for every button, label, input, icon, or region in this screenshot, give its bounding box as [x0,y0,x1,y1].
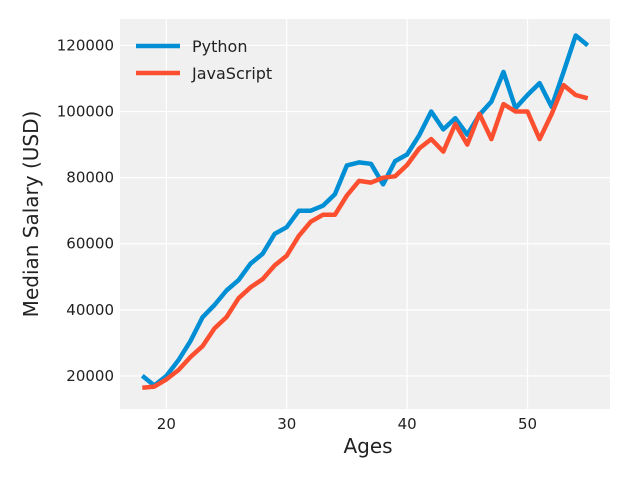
x-tick-label: 30 [277,415,296,433]
y-tick-label: 100000 [57,103,114,121]
x-tick-label: 20 [157,415,176,433]
series-lines [140,33,590,390]
x-tick-label: 40 [398,415,417,433]
tick-labels: 20 30 40 50 20000 40000 60000 80000 100000 120000 [57,36,537,433]
y-tick-label: 60000 [66,235,114,253]
legend-label: JavaScript [191,64,272,83]
series-line-python [140,33,590,388]
legend-label: Python [192,37,247,56]
y-tick-label: 120000 [57,36,114,54]
y-tick-label: 40000 [66,301,114,319]
x-tick-label: 50 [518,415,537,433]
x-axis-label: Ages [343,434,392,458]
grid [120,19,610,409]
legend: Python JavaScript [136,37,272,83]
series-line-javascript [142,82,589,390]
y-tick-label: 20000 [66,367,114,385]
y-tick-label: 80000 [66,169,114,187]
y-axis-label: Median Salary (USD) [19,111,43,318]
